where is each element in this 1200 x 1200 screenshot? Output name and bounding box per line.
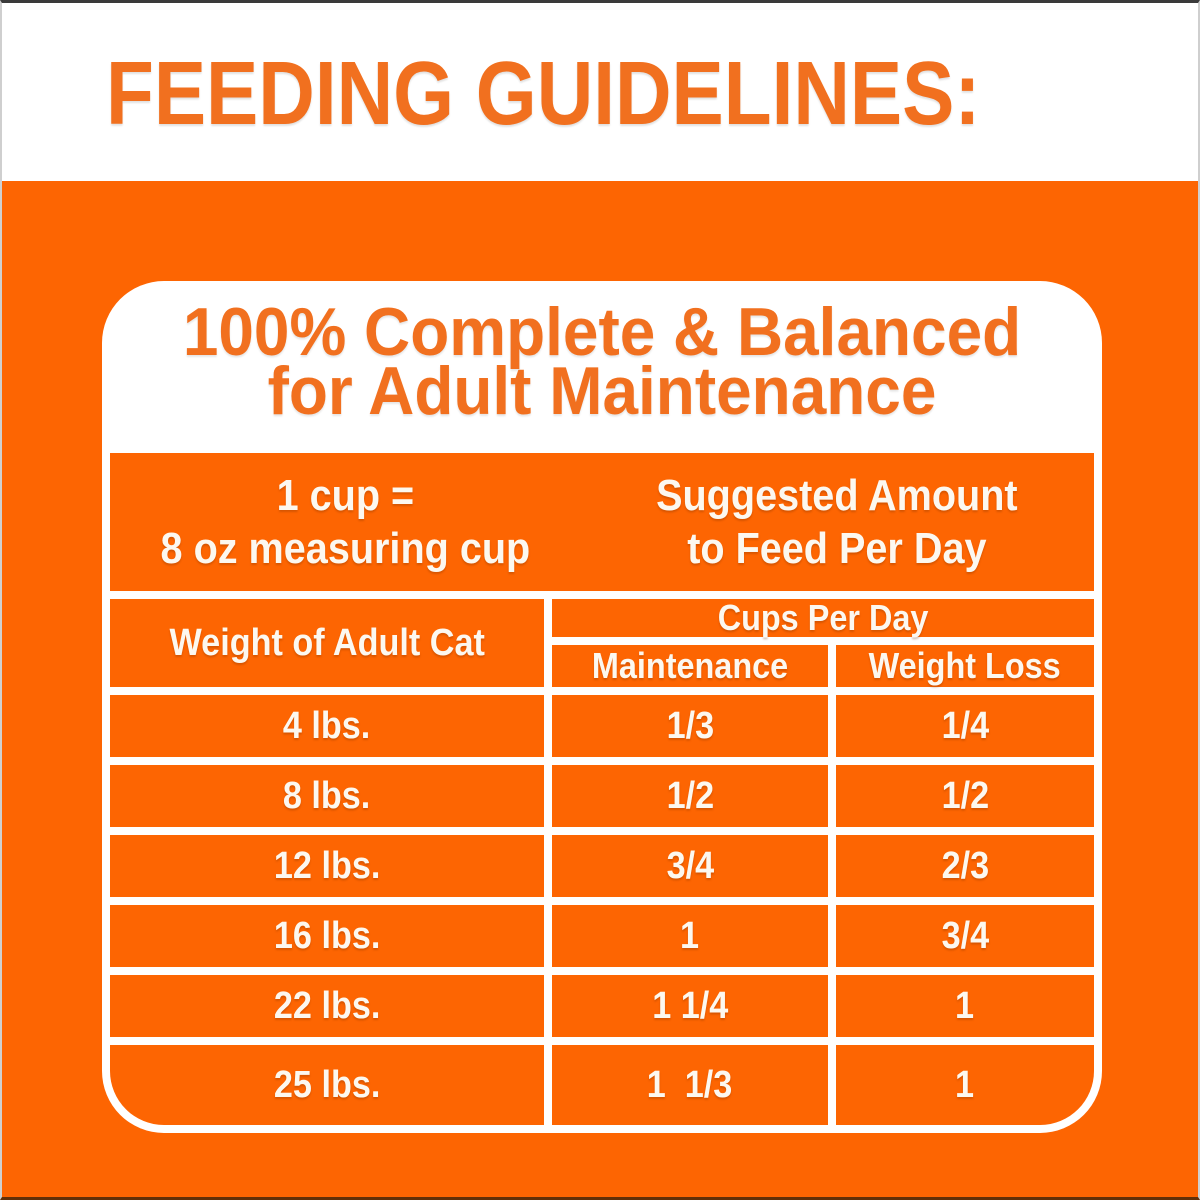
card-title-line2: for Adult Maintenance: [267, 353, 937, 429]
cup-note-cell: 1 cup = 8 oz measuring cup: [110, 453, 580, 591]
suggested-amount-cell: Suggested Amount to Feed Per Day: [580, 453, 1094, 591]
table-row-weight-loss-cell: 1/4: [836, 695, 1094, 757]
cup-note-text: 1 cup = 8 oz measuring cup: [160, 471, 530, 573]
table-row-weight-cell: 8 lbs.: [110, 765, 544, 827]
table-row-maintenance-cell: 3/4: [552, 835, 828, 897]
table-row-maintenance-cell: 1/3: [552, 695, 828, 757]
table-row-maintenance-cell: 1/2: [552, 765, 828, 827]
table-row-weight-loss-cell: 1: [836, 975, 1094, 1037]
card-title-line1: 100% Complete & Balanced: [182, 294, 1022, 370]
table-row-weight-loss-cell: 1/2: [836, 765, 1094, 827]
weight-column-header-cell: Weight of Adult Cat: [110, 599, 544, 687]
table-row-weight-cell: 16 lbs.: [110, 905, 544, 967]
suggested-amount-text: Suggested Amount to Feed Per Day: [656, 471, 1018, 573]
table-row-maintenance-cell: 1: [552, 905, 828, 967]
guidelines-card: 100% Complete & Balanced for Adult Maint…: [102, 281, 1102, 1133]
table-row-weight-cell: 4 lbs.: [110, 695, 544, 757]
table-row-weight-loss-cell: 2/3: [836, 835, 1094, 897]
table-row-maintenance-cell: 1 1/3: [552, 1045, 828, 1125]
table-row-maintenance-cell: 1 1/4: [552, 975, 828, 1037]
maintenance-header-cell: Maintenance: [552, 645, 828, 687]
table-header-band: 1 cup = 8 oz measuring cup Suggested Amou…: [110, 453, 1094, 591]
table-row-weight-cell: 25 lbs.: [110, 1045, 544, 1125]
top-banner: FEEDING GUIDELINES:: [2, 3, 1198, 181]
table-row-weight-cell: 12 lbs.: [110, 835, 544, 897]
card-title: 100% Complete & Balanced for Adult Maint…: [132, 294, 1072, 429]
table-row-weight-cell: 22 lbs.: [110, 975, 544, 1037]
cups-per-day-header-cell: Cups Per Day: [552, 597, 1094, 638]
page-title: FEEDING GUIDELINES:: [106, 44, 981, 144]
weight-loss-header-cell: Weight Loss: [836, 645, 1094, 687]
feeding-table: 1 cup = 8 oz measuring cup Suggested Amou…: [110, 453, 1094, 1125]
table-row-weight-loss-cell: 1: [836, 1045, 1094, 1125]
table-row-weight-loss-cell: 3/4: [836, 905, 1094, 967]
